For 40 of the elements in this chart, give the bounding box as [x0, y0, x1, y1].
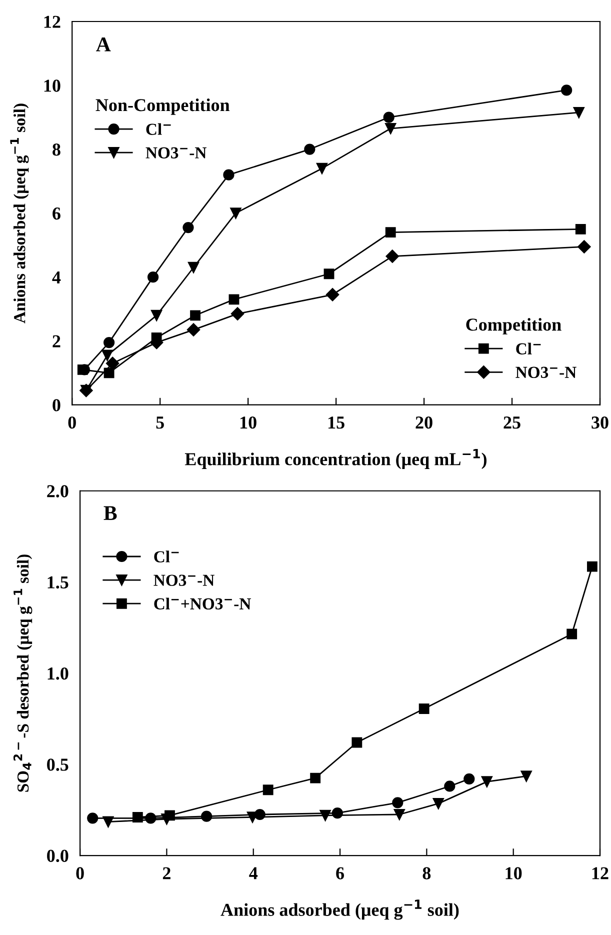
text: Competition [466, 318, 562, 334]
legend-label: Cl$^{−}$+NO3$^{−}$-N [154, 598, 251, 610]
y-tick-label: 1.0 [48, 667, 68, 680]
x-tick-label: 20 [416, 416, 432, 429]
x-tick-label: 15 [328, 416, 344, 429]
x-tick-label: 4 [249, 867, 258, 880]
x-axis-title: Equilibrium concentration (μeq mL$^{−1}$) [184, 449, 486, 469]
legend-label: Cl$^{−}$ [154, 550, 179, 562]
y-tick-label: 1.5 [48, 576, 68, 589]
y-tick-label: 8 [52, 144, 60, 156]
y-tick-label: 0.5 [47, 758, 68, 771]
x-tick-label: 25 [504, 416, 520, 429]
x-axis-title: Anions adsorbed (μeq g$^{−1}$ soil) [220, 900, 459, 920]
y-tick-label: 2.0 [47, 485, 68, 498]
x-tick-label: 2 [162, 867, 170, 880]
legend-label: NO3$^{−}$-N [516, 366, 576, 378]
legend-label: Cl$^{−}$ [516, 342, 541, 354]
x-tick-label: 0 [76, 867, 84, 880]
y-tick-label: 4 [52, 271, 61, 284]
y-axis-title: SO$_{4}$$^{2−}$-S desorbed (μeq g$^{−1}$ soil) [13, 554, 32, 792]
y-axis-title: Anions adsorbed (μeq g$^{−1}$ soil) [10, 104, 29, 324]
x-tick-label: 30 [592, 416, 608, 429]
x-tick-label: 10 [506, 867, 522, 880]
y-tick-label: 2 [52, 335, 60, 348]
legend-label: NO3$^{−}$-N [146, 147, 206, 158]
x-tick-label: 10 [240, 416, 256, 429]
text: B [104, 506, 117, 520]
legend-label: NO3$^{−}$-N [154, 574, 214, 586]
x-tick-label: 8 [422, 867, 431, 880]
legend-label: Cl$^{−}$ [146, 123, 171, 135]
text: Non-Competition [96, 98, 230, 115]
x-tick-label: 5 [156, 416, 164, 429]
y-tick-label: 6 [52, 207, 60, 220]
text: A [96, 38, 111, 52]
x-tick-label: 12 [592, 867, 608, 880]
y-tick-label: 10 [44, 80, 60, 92]
x-tick-label: 6 [336, 867, 344, 880]
y-tick-label: 0 [52, 399, 60, 412]
y-tick-label: 0.0 [47, 850, 68, 862]
y-tick-label: 12 [44, 16, 60, 28]
